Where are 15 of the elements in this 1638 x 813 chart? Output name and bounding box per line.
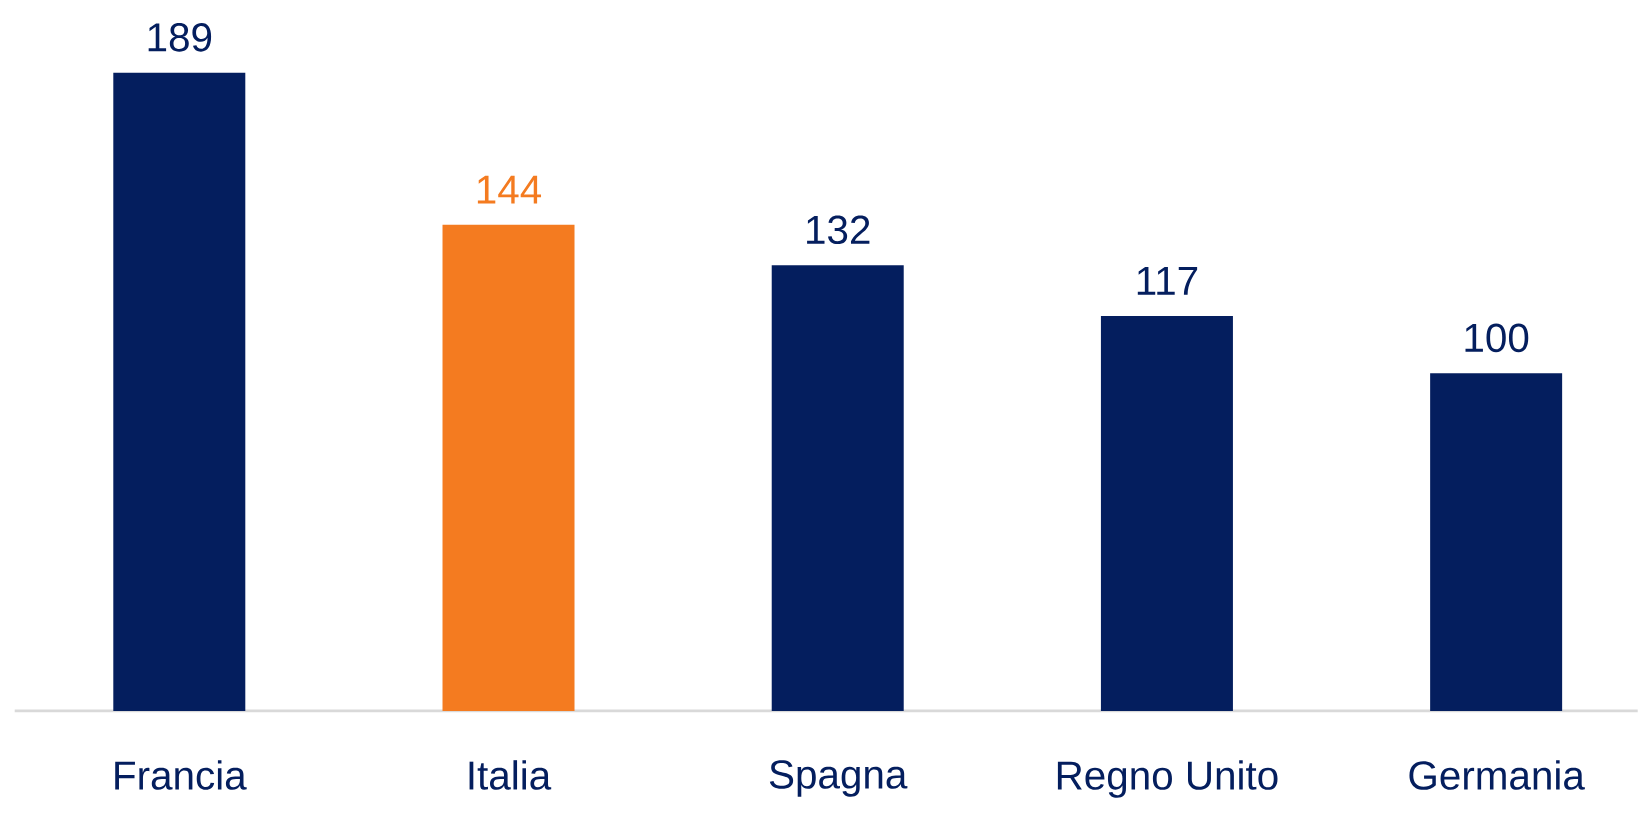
data-label: 100 [1465,323,1529,353]
data-label: 132 [807,215,870,245]
x-tick-label: Regno Unito [1057,760,1278,798]
x-tick-label: Spagna [769,760,908,797]
bar [1430,373,1563,711]
bar [1100,315,1233,711]
x-tick-label: Germania [1409,760,1585,790]
data-label: 117 [1137,266,1198,295]
bar [442,224,575,711]
data-label: 144 [477,175,542,204]
bar [113,72,246,711]
data-label: 189 [148,23,212,52]
x-tick-label: Italia [469,760,552,790]
bar [771,265,904,711]
x-tick-label: Francia [115,760,247,790]
